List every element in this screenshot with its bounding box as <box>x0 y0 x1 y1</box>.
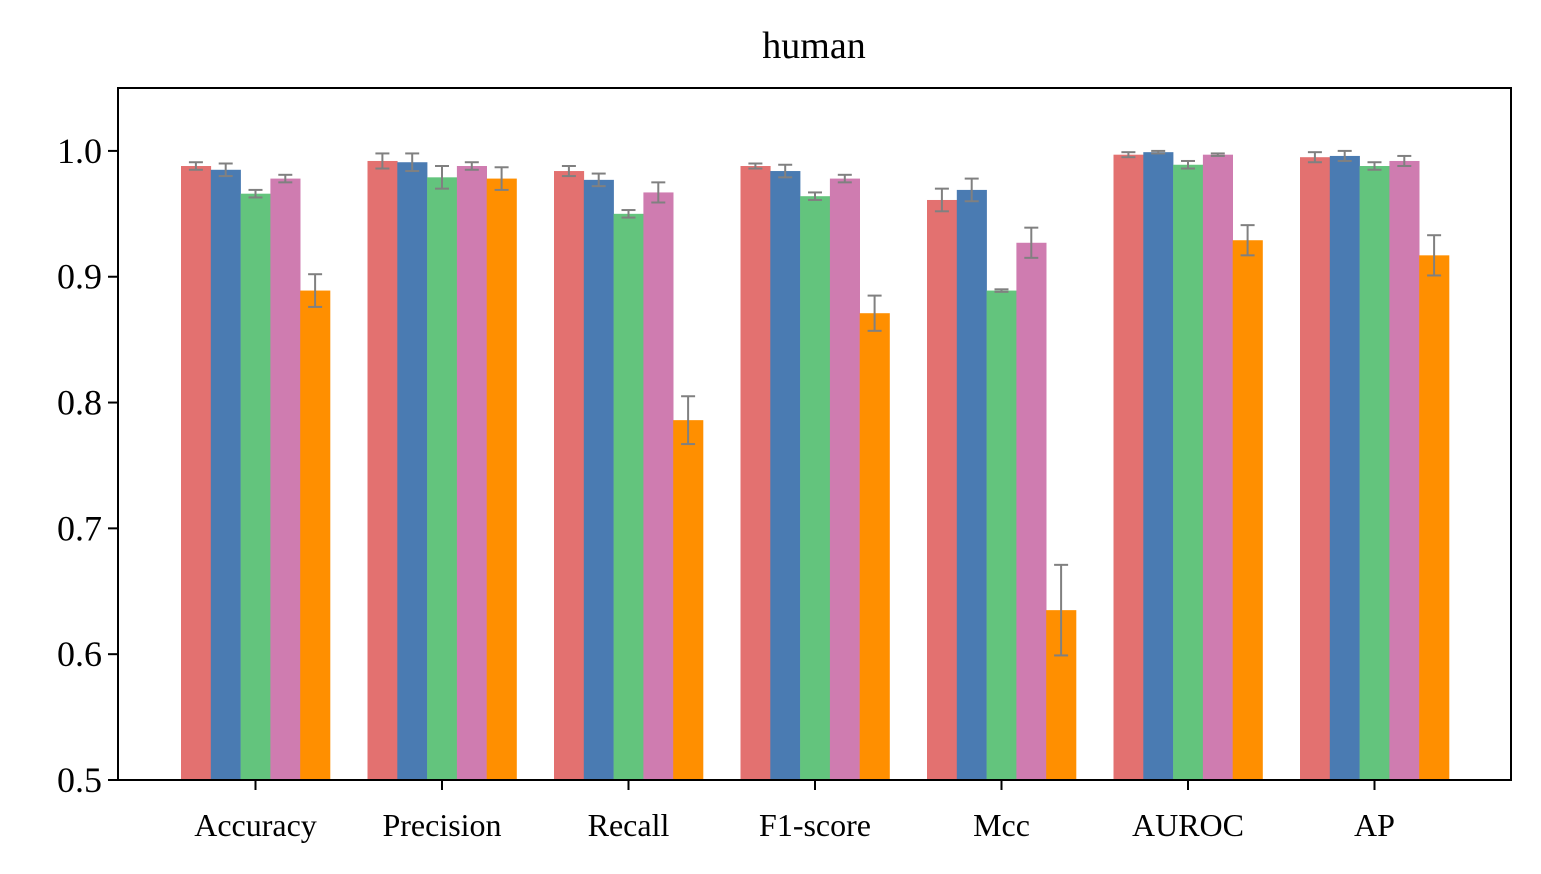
bar-auroc-series-2 <box>1143 152 1174 781</box>
error-bar-f1-score-series-3 <box>808 191 822 201</box>
bar-mcc-series-4 <box>1016 242 1047 780</box>
x-tick-label: Recall <box>588 807 670 843</box>
y-tick-label: 0.8 <box>57 383 102 423</box>
error-bar-precision-series-4 <box>464 161 479 171</box>
y-tick-label: 0.6 <box>57 634 102 674</box>
bar-auroc-series-3 <box>1173 164 1204 780</box>
bar-precision-series-3 <box>427 177 458 780</box>
y-tick-label: 0.7 <box>57 508 102 548</box>
bar-recall-series-3 <box>613 213 644 780</box>
x-tick-label: Accuracy <box>194 807 317 843</box>
error-bar-mcc-series-1 <box>934 187 949 213</box>
bar-f1-score-series-5 <box>859 313 890 780</box>
error-bar-auroc-series-1 <box>1121 151 1136 159</box>
bar-f1-score-series-1 <box>740 166 771 780</box>
bar-accuracy-series-1 <box>181 166 212 780</box>
x-tick-label: F1-score <box>759 807 871 843</box>
bar-ap-series-1 <box>1300 157 1331 780</box>
bar-f1-score-series-4 <box>829 178 860 781</box>
x-axis: Accuracy Precision Recall F1-score Mcc AUROC A… <box>194 780 1395 843</box>
bar-auroc-series-1 <box>1113 154 1144 780</box>
error-bar-accuracy-series-1 <box>188 161 203 171</box>
bar-accuracy-series-5 <box>300 290 331 780</box>
bar-f1-score-series-2 <box>770 171 801 781</box>
error-bar-auroc-series-3 <box>1181 159 1195 170</box>
bar-mcc-series-3 <box>986 290 1017 780</box>
bar-recall-series-1 <box>554 171 585 781</box>
error-bar-recall-series-4 <box>651 181 666 204</box>
y-axis: 0.5 0.6 0.7 0.8 0.9 1.0 <box>57 131 118 800</box>
error-bar-accuracy-series-4 <box>278 173 293 184</box>
bar-mcc-series-1 <box>927 199 958 781</box>
x-tick-label: AP <box>1354 807 1395 843</box>
error-bar-f1-score-series-4 <box>837 173 852 184</box>
bar-accuracy-series-3 <box>240 193 271 780</box>
error-bar-auroc-series-4 <box>1210 152 1225 157</box>
error-bar-accuracy-series-2 <box>218 162 233 178</box>
y-tick-label: 1.0 <box>57 131 102 171</box>
bar-ap-series-4 <box>1389 160 1420 781</box>
error-bar-ap-series-3 <box>1367 161 1382 171</box>
error-bar-precision-series-5 <box>494 166 509 191</box>
error-bar-ap-series-5 <box>1427 234 1442 277</box>
chart-title: human <box>762 25 865 67</box>
error-bar-accuracy-series-5 <box>308 273 323 308</box>
bars-group <box>181 152 1450 781</box>
bar-accuracy-series-4 <box>270 178 301 781</box>
bar-auroc-series-4 <box>1202 154 1233 780</box>
bar-auroc-series-5 <box>1232 240 1263 781</box>
bar-precision-series-5 <box>486 178 517 781</box>
error-bar-precision-series-2 <box>405 152 420 173</box>
y-tick-label: 0.9 <box>57 257 102 297</box>
bar-accuracy-series-2 <box>210 169 241 780</box>
x-tick-label: Precision <box>382 807 501 843</box>
error-bar-mcc-series-2 <box>964 177 979 203</box>
error-bar-auroc-series-5 <box>1240 224 1255 257</box>
error-bar-mcc-series-4 <box>1024 226 1039 259</box>
bar-precision-series-4 <box>456 166 487 780</box>
bar-precision-series-2 <box>397 162 428 781</box>
bar-f1-score-series-3 <box>800 196 831 780</box>
y-tick-label: 0.5 <box>57 760 102 800</box>
bar-recall-series-4 <box>643 192 674 780</box>
error-bar-accuracy-series-3 <box>248 188 263 199</box>
bar-precision-series-1 <box>367 160 398 781</box>
error-bars-group <box>188 149 1442 657</box>
error-bar-mcc-series-3 <box>994 288 1009 293</box>
error-bar-recall-series-1 <box>561 165 576 178</box>
bar-ap-series-2 <box>1329 155 1360 780</box>
error-bar-mcc-series-5 <box>1054 563 1069 657</box>
error-bar-recall-series-3 <box>621 209 636 219</box>
bar-mcc-series-2 <box>956 189 987 780</box>
error-bar-precision-series-1 <box>375 152 390 170</box>
x-tick-label: Mcc <box>973 807 1030 843</box>
error-bar-ap-series-2 <box>1337 149 1352 162</box>
error-bar-f1-score-series-5 <box>867 294 882 332</box>
error-bar-precision-series-3 <box>435 165 449 190</box>
error-bar-f1-score-series-1 <box>748 162 763 170</box>
bar-ap-series-3 <box>1359 166 1390 780</box>
error-bar-recall-series-5 <box>681 395 696 446</box>
error-bar-recall-series-2 <box>591 172 606 188</box>
error-bar-auroc-series-2 <box>1151 149 1166 155</box>
error-bar-ap-series-4 <box>1397 154 1412 168</box>
x-tick-label: AUROC <box>1132 807 1244 843</box>
plot-frame <box>117 87 1512 781</box>
error-bar-ap-series-1 <box>1307 151 1322 164</box>
error-bar-f1-score-series-2 <box>778 163 793 179</box>
bar-ap-series-5 <box>1419 255 1450 781</box>
bar-recall-series-5 <box>673 420 704 780</box>
bar-recall-series-2 <box>583 179 614 781</box>
